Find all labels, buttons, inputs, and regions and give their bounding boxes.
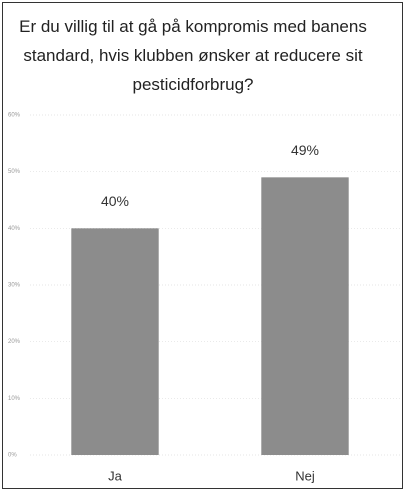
y-tick-label: 10% [8,396,21,402]
y-tick-label: 60% [8,113,21,119]
bar [261,177,349,456]
y-tick-label: 40% [8,226,21,232]
chart-title: Er du villig til at gå på kompromis med … [19,17,367,94]
y-tick-label: 30% [8,283,21,289]
y-tick-label: 50% [8,169,21,175]
x-tick-label: Ja [108,468,123,483]
data-label: 49% [291,142,319,158]
y-tick-label: 20% [8,339,21,345]
y-tick-label: 0% [8,453,17,459]
x-tick-label: Nej [295,468,315,483]
bar [71,228,159,455]
data-label: 40% [101,193,129,209]
